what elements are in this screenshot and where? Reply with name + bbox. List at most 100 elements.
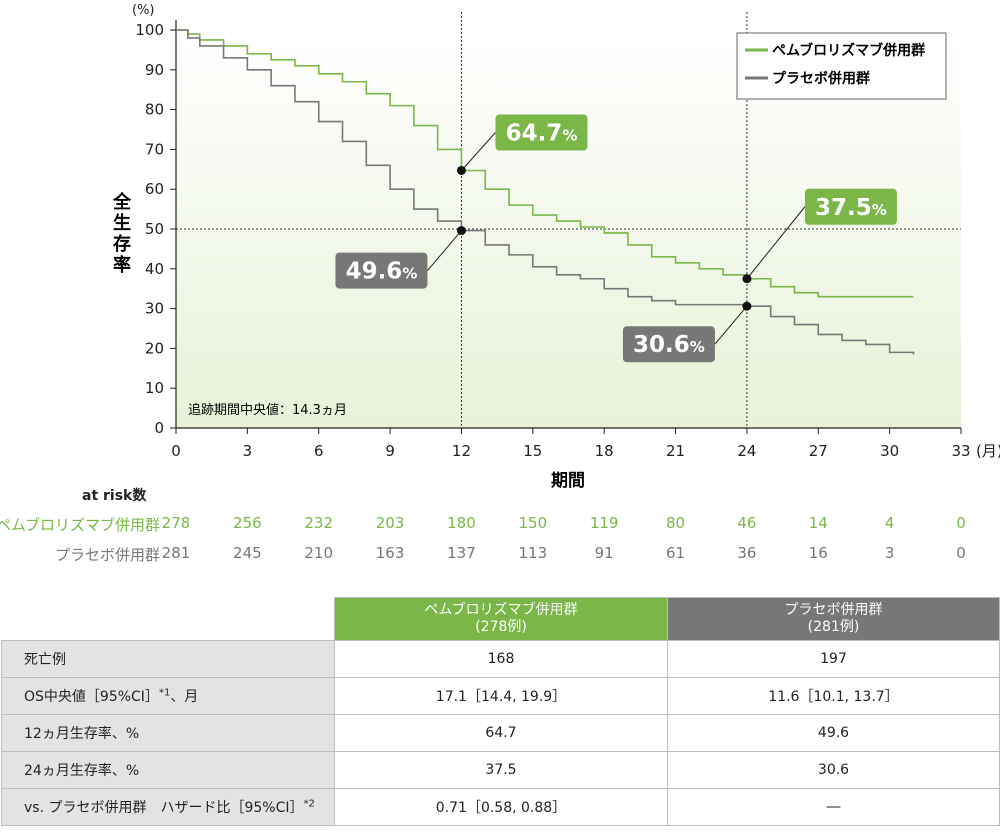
at-risk-value: 36 <box>737 544 757 562</box>
x-tick-label: 0 <box>171 442 181 460</box>
at-risk-row-label: プラセボ併用群 <box>54 546 160 564</box>
annotation-leader <box>427 230 462 271</box>
footnote-mark: *2 <box>303 798 315 810</box>
x-tick-label: 24 <box>737 442 756 460</box>
series-line-pla <box>176 29 915 355</box>
y-ticks: 0 10 20 30 40 50 60 70 80 90 100 <box>135 21 176 437</box>
x-tick-label: 18 <box>595 442 614 460</box>
x-tick-label: 33 <box>951 442 970 460</box>
at-risk-value: 119 <box>589 514 619 532</box>
at-risk-value: 3 <box>884 544 895 562</box>
summary-table: ペムブロリズマブ併用群 (278例) プラセボ併用群 (281例) 死亡例 168… <box>1 597 1000 826</box>
annotation-dot <box>456 165 466 175</box>
at-risk-value: 61 <box>665 544 686 562</box>
row-label: 24ヵ月生存率、% <box>1 751 335 789</box>
y-tick-label: 100 <box>135 21 164 39</box>
row-label: 死亡例 <box>1 640 335 678</box>
y-tick-label: 50 <box>145 220 164 238</box>
annotations: 64.7%49.6%37.5%30.6% <box>335 114 897 363</box>
legend-label-pem: ペムブロリズマブ併用群 <box>772 42 925 59</box>
legend-label-pla: プラセボ併用群 <box>772 70 870 87</box>
value-pem: 17.1［14.4, 19.9］ <box>334 677 668 715</box>
value-pla: 30.6 <box>667 751 1000 789</box>
header-pem: ペムブロリズマブ併用群 (278例) <box>334 597 668 641</box>
annotation-box <box>495 114 588 151</box>
at-risk-value: 91 <box>594 544 614 562</box>
x-tick-label: 15 <box>523 442 542 460</box>
row-label: vs. プラセボ併用群 ハザード比［95%CI］*2 <box>1 788 335 826</box>
followup-note: 追跡期間中央値：14.3ヵ月 <box>188 402 347 418</box>
at-risk-value: 0 <box>956 514 966 532</box>
x-ticks: 0 3 6 9 12 15 18 21 24 27 30 33 <box>171 428 971 460</box>
y-tick-label: 70 <box>145 140 164 158</box>
at-risk-value: 203 <box>375 514 405 532</box>
header-pla: プラセボ併用群 (281例) <box>667 597 1000 641</box>
annotation-unit: % <box>402 265 417 283</box>
value-pla: ― <box>667 788 1000 826</box>
at-risk-value: 16 <box>808 544 828 562</box>
annotation-unit: % <box>872 201 887 219</box>
row-label: OS中央値［95%CI］*1、月 <box>1 677 335 715</box>
annotation-leader <box>746 206 806 280</box>
at-risk-value: 232 <box>304 514 334 532</box>
at-risk-value: 180 <box>447 514 476 532</box>
value-pem: 64.7 <box>334 714 668 752</box>
at-risk-title: at risk数 <box>82 488 147 504</box>
footnote-mark: *1 <box>158 687 171 699</box>
at-risk-row: ペムブロリズマブ併用群 278 256 232 203 180 150 119 80 46 14 4 0 <box>0 514 1000 540</box>
x-axis-label: 期間 <box>551 471 585 491</box>
x-tick-label: 12 <box>452 442 471 460</box>
y-axis-label-char: 生 <box>113 212 131 234</box>
annotation-leader <box>461 132 496 171</box>
at-risk-value: 278 <box>161 514 191 532</box>
annotation-leader <box>714 305 748 345</box>
legend-box <box>736 32 947 100</box>
at-risk-value: 4 <box>884 514 895 532</box>
annotation-unit: % <box>562 126 577 144</box>
y-axis-label-char: 率 <box>113 254 131 276</box>
header-blank <box>1 597 335 641</box>
y-tick-label: 0 <box>154 419 164 437</box>
x-tick-label: 3 <box>243 442 253 460</box>
x-unit: (月) <box>976 442 1000 460</box>
y-axis-label: 全生存率 <box>112 191 132 276</box>
header-pem-count: (278例) <box>475 619 527 635</box>
value-pla: 11.6［10.1, 13.7］ <box>667 677 1000 715</box>
annotation-dot <box>742 274 752 284</box>
annotation-box <box>335 252 428 289</box>
value-pem: 37.5 <box>334 751 668 789</box>
value-pla: 49.6 <box>667 714 1000 752</box>
at-risk-value: 256 <box>233 514 262 532</box>
value-pem: 168 <box>334 640 668 678</box>
annotation-dot <box>456 226 466 236</box>
table-row: vs. プラセボ併用群 ハザード比［95%CI］*2 0.71［0.58, 0.8… <box>1 788 1000 826</box>
y-tick-label: 20 <box>145 339 164 357</box>
legend: ペムブロリズマブ併用群 プラセボ併用群 <box>736 32 947 100</box>
annotation-label: 49.6% <box>346 259 418 285</box>
x-tick-label: 30 <box>880 442 899 460</box>
x-tick-label: 27 <box>809 442 828 460</box>
annotation-value: 64.7 <box>506 120 563 146</box>
at-risk-value: 46 <box>737 514 757 532</box>
header-pla-name: プラセボ併用群 <box>784 602 883 618</box>
at-risk-value: 80 <box>665 514 686 532</box>
annotation-box <box>804 188 897 225</box>
survival-chart: 0 10 20 30 40 50 60 70 80 90 100 0 3 6 9 12 15 18 21 24 27 3… <box>112 3 1000 491</box>
axes <box>175 20 961 429</box>
annotation-label: 37.5% <box>815 195 887 221</box>
y-tick-label: 40 <box>145 260 164 278</box>
at-risk-value: 210 <box>304 544 334 562</box>
at-risk-value: 245 <box>233 544 262 562</box>
annotation-value: 49.6 <box>346 259 403 285</box>
x-tick-label: 21 <box>666 442 685 460</box>
x-tick-label: 9 <box>385 442 395 460</box>
y-tick-label: 30 <box>145 300 164 318</box>
annotation-unit: % <box>690 338 705 356</box>
at-risk-value: 113 <box>518 544 548 562</box>
table-row: 24ヵ月生存率、% 37.5 30.6 <box>1 751 1000 789</box>
annotation-box <box>622 326 715 363</box>
y-axis-label-char: 存 <box>113 233 131 255</box>
y-tick-label: 80 <box>145 101 164 119</box>
header-pem-name: ペムブロリズマブ併用群 <box>424 602 578 618</box>
value-pem: 0.71［0.58, 0.88］ <box>334 788 668 826</box>
